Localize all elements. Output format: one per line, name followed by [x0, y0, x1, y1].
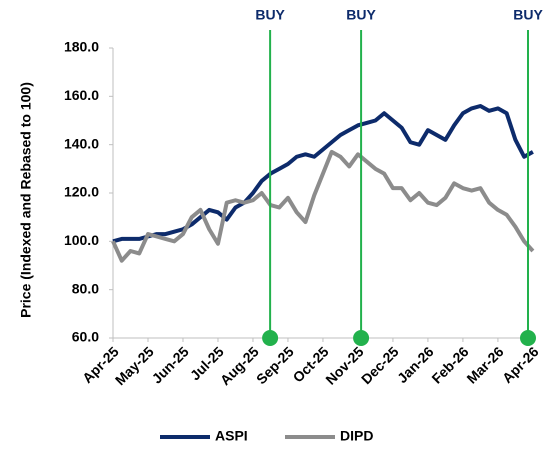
buy-label: BUY — [346, 7, 376, 23]
y-tick-label: 180.0 — [64, 39, 99, 55]
buy-label: BUY — [513, 7, 543, 23]
series-line — [111, 149, 535, 263]
x-tick-label: Mar-26 — [463, 343, 506, 386]
x-tick-label: Nov-25 — [322, 343, 366, 387]
series-line — [112, 104, 534, 244]
x-tick-label: Aug-25 — [217, 343, 262, 388]
x-tick-label: Sep-25 — [253, 343, 297, 387]
y-tick-label: 140.0 — [64, 135, 99, 151]
x-tick-label: May-25 — [112, 343, 157, 388]
y-tick-label: 160.0 — [64, 87, 99, 103]
x-tick-label: Feb-26 — [428, 343, 471, 386]
x-tick-label: Jan-26 — [394, 343, 437, 386]
y-tick-label: 80.0 — [72, 280, 99, 296]
y-tick-label: 120.0 — [64, 184, 99, 200]
y-tick-label: 60.0 — [72, 329, 99, 345]
x-tick-label: Jun-25 — [149, 343, 192, 386]
buy-label: BUY — [255, 7, 285, 23]
y-axis-label: Price (Indexed and Rebased to 100) — [18, 82, 34, 318]
buy-marker — [262, 330, 279, 346]
x-tick-label: Dec-25 — [358, 343, 402, 387]
buy-marker — [520, 330, 537, 346]
legend-label: ASPI — [215, 428, 248, 444]
y-tick-label: 100.0 — [64, 232, 99, 248]
x-tick-label: Apr-26 — [499, 343, 542, 386]
buy-marker — [353, 330, 370, 346]
legend-label: DIPD — [340, 428, 373, 444]
